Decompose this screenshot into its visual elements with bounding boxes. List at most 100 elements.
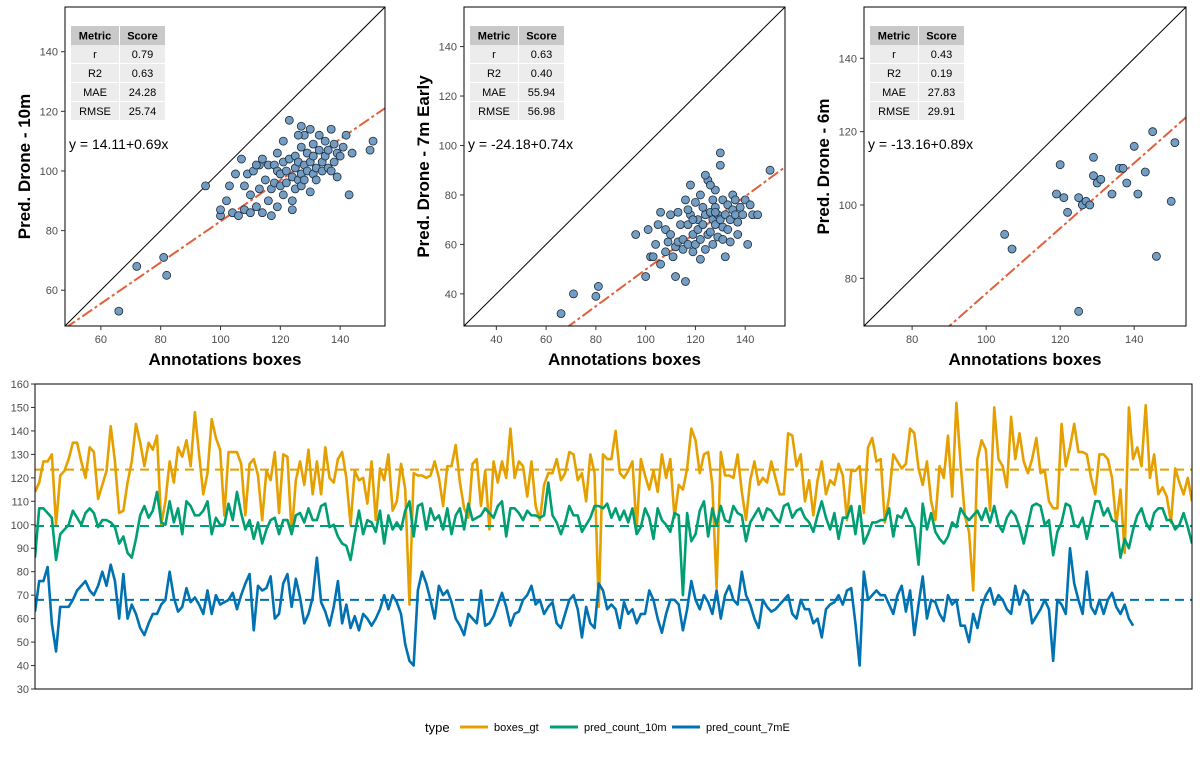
y-tick-label: 100 (439, 140, 457, 152)
table-metric-value: 24.28 (129, 87, 157, 99)
table-cell (870, 83, 918, 101)
table-cell (71, 83, 119, 101)
data-point (1122, 178, 1132, 188)
y-tick-label: 70 (17, 590, 29, 602)
table-header-score: Score (127, 31, 158, 43)
x-tick-label: 120 (686, 334, 704, 346)
x-tick-label: 80 (155, 334, 167, 346)
table-cell (919, 45, 964, 63)
data-point (308, 139, 318, 149)
plot-area (65, 7, 385, 326)
data-point (1059, 193, 1069, 203)
table-header-metric: Metric (878, 31, 910, 43)
table-metric-name: MAE (482, 87, 506, 99)
table-metric-name: MAE (882, 87, 906, 99)
data-point (365, 145, 375, 155)
data-point (278, 190, 288, 200)
identity-line (864, 7, 1186, 326)
table-cell (120, 102, 165, 120)
data-point (643, 225, 653, 234)
metrics-table: Metric Score r 0.43 R2 0.19 MAE 27.83 RMSE 29.91 (870, 26, 964, 120)
data-point (738, 210, 748, 220)
y-tick-label: 120 (439, 91, 457, 103)
data-point (201, 181, 210, 191)
y-tick-label: 50 (17, 637, 29, 649)
data-point (293, 130, 303, 140)
data-point (631, 230, 641, 239)
y-tick-label: 100 (839, 200, 857, 212)
data-point (648, 252, 658, 262)
y-tick-label: 160 (11, 379, 29, 391)
fit-line (947, 116, 1186, 326)
data-point (695, 235, 705, 244)
y-tick-label: 150 (11, 402, 29, 414)
data-point (260, 175, 270, 185)
data-point (666, 210, 675, 220)
data-point (254, 184, 264, 194)
y-axis-label: Pred. Drone - 6m (814, 98, 833, 234)
table-cell (71, 102, 119, 120)
legend: type boxes_gt pred_count_10m pred_count_… (425, 720, 790, 735)
data-point (698, 202, 708, 212)
y-tick-label: 80 (845, 273, 857, 285)
series-line-pred-count-7mE (35, 546, 1135, 667)
data-point (114, 306, 124, 316)
table-metric-value: 56.98 (528, 106, 556, 118)
data-point (1007, 244, 1017, 254)
x-axis-label: Annotations boxes (948, 350, 1101, 369)
data-point (305, 124, 315, 134)
series-line-boxes-gt (35, 401, 1192, 609)
data-point (296, 142, 306, 152)
data-point (688, 215, 698, 225)
fit-equation: y = -13.16+0.89x (868, 136, 973, 152)
data-point (1096, 174, 1106, 184)
data-point (240, 181, 249, 191)
metrics-table: Metric Score r 0.63 R2 0.40 MAE 55.94 RMSE 56.98 (470, 26, 564, 120)
data-point (246, 190, 255, 200)
legend-label-pred-7me: pred_count_7mE (706, 722, 790, 734)
data-point (1140, 167, 1150, 177)
data-point (745, 200, 755, 210)
table-cell (470, 64, 518, 82)
x-tick-label: 120 (1051, 334, 1069, 346)
y-tick-label: 140 (439, 42, 457, 54)
data-point (1085, 200, 1095, 210)
table-header-metric: Metric (79, 31, 111, 43)
fit-equation: y = -24.18+0.74x (468, 136, 573, 152)
data-point (673, 207, 683, 217)
y-tick-label: 140 (839, 53, 857, 65)
data-point (1089, 171, 1098, 181)
data-point (1089, 152, 1098, 162)
legend-title: type (425, 720, 450, 735)
table-header-metric: Metric (478, 31, 510, 43)
data-point (765, 165, 775, 175)
y-tick-label: 40 (445, 289, 457, 301)
table-metric-value: 0.40 (531, 68, 552, 80)
data-point (666, 230, 675, 239)
data-point (368, 136, 378, 146)
panel-frame (463, 6, 786, 327)
table-metric-value: 0.63 (531, 49, 552, 61)
data-point (681, 277, 690, 286)
data-point (641, 272, 651, 281)
metrics-table: Metric Score r 0.79 R2 0.63 MAE 24.28 RMSE 25.74 (71, 26, 165, 120)
table-cell (120, 83, 165, 101)
data-point (281, 178, 291, 188)
data-point (681, 195, 690, 205)
data-point (683, 239, 693, 249)
x-tick-label: 140 (331, 334, 349, 346)
data-point (720, 252, 730, 262)
y-tick-label: 140 (11, 426, 29, 438)
data-point (320, 136, 330, 146)
x-tick-label: 60 (540, 334, 552, 346)
data-point (733, 217, 743, 227)
x-tick-label: 120 (271, 334, 289, 346)
data-point (705, 180, 715, 190)
data-point (688, 247, 698, 257)
table-metric-value: 0.43 (931, 49, 952, 61)
data-point (162, 270, 172, 280)
data-point (252, 202, 261, 212)
y-tick-label: 80 (46, 226, 58, 238)
plot-area (864, 7, 1186, 326)
